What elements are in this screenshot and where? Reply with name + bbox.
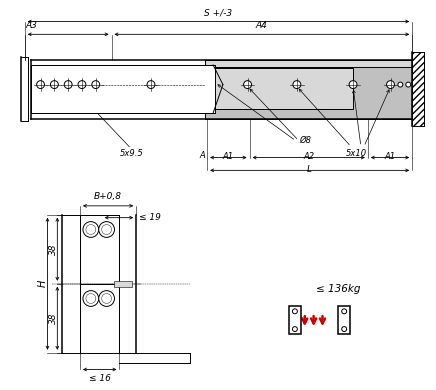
Text: A1: A1 xyxy=(385,152,395,161)
Text: ≤ 136kg: ≤ 136kg xyxy=(316,284,361,294)
Circle shape xyxy=(83,291,99,307)
Text: A2: A2 xyxy=(303,152,314,161)
Bar xyxy=(112,68,353,109)
Circle shape xyxy=(293,326,297,332)
Circle shape xyxy=(244,81,252,89)
Bar xyxy=(80,215,119,353)
Circle shape xyxy=(78,81,86,89)
Text: 38: 38 xyxy=(49,243,58,255)
Text: ≤ 16: ≤ 16 xyxy=(89,374,111,383)
Bar xyxy=(205,60,412,67)
Circle shape xyxy=(83,222,99,238)
Text: ≤ 19: ≤ 19 xyxy=(139,213,161,222)
Text: H: H xyxy=(37,280,48,287)
Circle shape xyxy=(342,326,347,332)
Text: 5x10: 5x10 xyxy=(345,149,367,158)
Bar xyxy=(412,52,424,126)
Circle shape xyxy=(64,81,72,89)
Text: S +/-3: S +/-3 xyxy=(204,9,232,18)
Bar xyxy=(115,281,132,287)
Bar xyxy=(338,307,350,334)
Bar xyxy=(289,307,301,334)
Circle shape xyxy=(99,291,115,307)
Circle shape xyxy=(293,81,301,89)
Circle shape xyxy=(398,82,403,87)
Text: A3: A3 xyxy=(26,21,37,30)
Text: 5x9.5: 5x9.5 xyxy=(119,149,143,158)
Circle shape xyxy=(51,81,58,89)
Circle shape xyxy=(147,81,155,89)
Text: A: A xyxy=(199,151,205,161)
Circle shape xyxy=(387,81,395,89)
Circle shape xyxy=(406,82,411,87)
Circle shape xyxy=(293,309,297,314)
Text: L: L xyxy=(307,165,312,174)
Circle shape xyxy=(92,81,100,89)
Circle shape xyxy=(37,81,44,89)
Circle shape xyxy=(99,222,115,238)
Text: A4: A4 xyxy=(256,21,268,30)
Circle shape xyxy=(342,309,347,314)
Text: B+0,8: B+0,8 xyxy=(94,192,122,201)
Bar xyxy=(205,60,412,119)
Text: 38: 38 xyxy=(49,312,58,324)
Circle shape xyxy=(349,81,357,89)
Text: A1: A1 xyxy=(223,152,234,161)
Bar xyxy=(31,65,215,113)
Text: Ø8: Ø8 xyxy=(299,136,311,145)
